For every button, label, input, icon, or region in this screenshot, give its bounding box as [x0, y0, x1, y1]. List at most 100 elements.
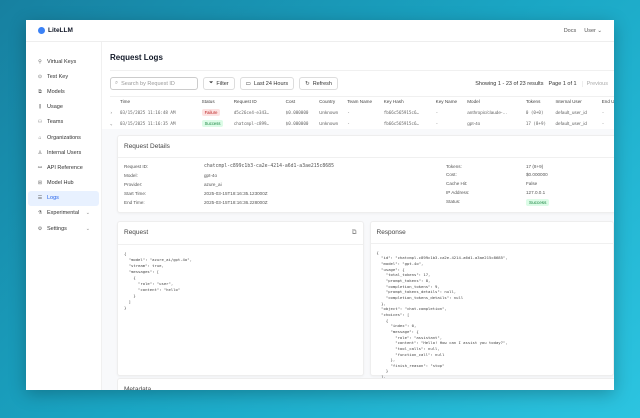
time-range-button[interactable]: ▭ Last 24 Hours — [239, 77, 295, 90]
chevron-down-icon[interactable]: ⌄ — [110, 120, 113, 126]
detail-value: 17 (8+9) — [526, 163, 544, 169]
sidebar-item-internal-users[interactable]: ♙ Internal Users — [37, 149, 82, 156]
detail-value: azure_ai — [204, 181, 222, 187]
column-header[interactable]: Country — [319, 96, 348, 107]
detail-value: Success — [526, 198, 550, 206]
detail-value: $0.000000 — [526, 172, 548, 178]
column-header[interactable]: Cost — [285, 96, 320, 107]
table-cell: 03/15/2025 11:16:48 AM — [120, 109, 176, 115]
response-card: Response { "id": "chatcmpl-c899c1b3-ca2e… — [369, 220, 614, 379]
table-row[interactable]: ⌄ 03/15/2025 11:16:35 AM Success chatcmpl-c… — [110, 118, 614, 129]
table-cell: $0.000000 — [285, 109, 309, 115]
sidebar-item-model-hub[interactable]: ⊞ Model Hub — [37, 180, 74, 187]
logo-icon — [38, 27, 45, 34]
table-cell: - — [347, 109, 350, 115]
column-header[interactable]: Key Name — [435, 96, 468, 107]
search-icon: ⌕ — [115, 80, 119, 86]
column-header[interactable]: Request ID — [233, 96, 286, 107]
sidebar-item-experimental[interactable]: ⚗ Experimental ⌄ — [37, 210, 90, 217]
response-body: { "id": "chatcmpl-c899c1b3-ca2e-4214-a6d… — [376, 249, 508, 380]
sidebar-item-api-reference[interactable]: ⚯ API Reference — [37, 164, 83, 171]
refresh-button[interactable]: ↻ Refresh — [299, 77, 338, 90]
search-input[interactable]: ⌕ Search by Request ID — [110, 77, 198, 90]
table-cell: 0 (0+0) — [525, 109, 544, 115]
filter-icon: ⏷ — [209, 80, 214, 86]
table-cell: d5c26ce4-e343… — [233, 109, 270, 115]
bank-icon: ⌂ — [38, 134, 42, 141]
sidebar: ⚲ Virtual Keys ⊙ Test Key ⧉ Models ⫼ Usage ⚇ Team… — [26, 42, 102, 390]
table-cell: chatcmpl-c899… — [233, 120, 270, 126]
column-header[interactable]: Tokens — [525, 96, 556, 107]
detail-label: End Time: — [124, 200, 145, 206]
refresh-icon: ↻ — [305, 80, 310, 87]
play-icon: ⊙ — [37, 73, 43, 80]
filter-button[interactable]: ⏷ Filter — [203, 77, 235, 90]
status-badge: Success — [201, 119, 224, 127]
user-icon: ♙ — [37, 149, 43, 156]
table-cell: Unknown — [319, 120, 339, 126]
toolbar: ⌕ Search by Request ID ⏷ Filter ▭ Last 24 H… — [110, 70, 614, 90]
detail-value: chatcmpl-c899c1b3-ca2e-4214-a6d1-a3ae215… — [204, 163, 334, 169]
chevron-down-icon: ⌄ — [85, 225, 90, 232]
table-cell: fb66c565915c6… — [383, 120, 419, 126]
table-cell: - — [435, 120, 439, 126]
column-header[interactable]: Internal User — [555, 96, 602, 107]
main-content: Request Logs ⌕ Search by Request ID ⏷ Filt… — [102, 42, 614, 390]
chevron-down-icon: ⌄ — [85, 210, 90, 217]
status-badge: Failure — [201, 108, 221, 116]
logs-table: Time Status Request ID Cost Country Team Name… — [110, 96, 614, 129]
calendar-icon: ▭ — [245, 80, 251, 87]
previous-button[interactable]: Previous — [581, 80, 614, 87]
table-cell: - — [601, 120, 605, 126]
page-title: Request Logs — [110, 53, 163, 62]
sidebar-item-test-key[interactable]: ⊙ Test Key — [37, 73, 69, 80]
chevron-right-icon[interactable]: › — [110, 109, 113, 115]
column-header[interactable]: Team Name — [347, 96, 384, 107]
table-cell: default_user_id — [555, 109, 587, 115]
table-cell: fb66c565915c6… — [383, 109, 419, 115]
sidebar-item-virtual-keys[interactable]: ⚲ Virtual Keys — [38, 58, 77, 65]
column-header[interactable]: End User — [601, 96, 614, 107]
logs-icon: ☰ — [37, 195, 43, 202]
table-cell: gpt-4o — [467, 120, 481, 126]
detail-label: Tokens: — [446, 163, 462, 169]
sidebar-item-usage[interactable]: ⫼ Usage — [38, 104, 63, 111]
cube-icon: ⧉ — [38, 88, 42, 95]
expanded-row: Request Details Request ID: chatcmpl-c899… — [102, 128, 614, 390]
top-bar: LiteLLM Docs User ⌄ — [26, 20, 614, 42]
sidebar-item-settings[interactable]: ⚙ Settings ⌄ — [37, 225, 90, 232]
column-header[interactable]: Status — [201, 96, 234, 107]
column-header[interactable]: Time — [120, 96, 202, 107]
api-icon: ⚯ — [37, 164, 43, 171]
copy-icon[interactable]: ⧉ — [351, 228, 357, 236]
flask-icon: ⚗ — [37, 210, 43, 217]
column-header[interactable]: Key Hash — [383, 96, 436, 107]
sidebar-item-organizations[interactable]: ⌂ Organizations — [38, 134, 81, 141]
sidebar-item-models[interactable]: ⧉ Models — [38, 88, 65, 95]
detail-value: False — [526, 181, 538, 187]
key-icon: ⚲ — [38, 58, 42, 65]
table-cell: $0.000000 — [285, 120, 309, 126]
logo[interactable]: LiteLLM — [38, 27, 73, 34]
sidebar-item-teams[interactable]: ⚇ Teams — [37, 119, 64, 126]
detail-value: 2025-03-15T18:16:35.123000Z — [204, 191, 268, 197]
request-body: { "model": "azure_ai/gpt-4o", "stream": … — [124, 250, 192, 311]
docs-link[interactable]: Docs — [563, 27, 577, 34]
request-card: Request ⧉ { "model": "azure_ai/gpt-4o", "… — [117, 220, 364, 376]
column-header[interactable]: Model — [467, 96, 526, 107]
grid-icon: ⊞ — [37, 180, 43, 187]
detail-label: Request ID: — [124, 163, 149, 169]
detail-value: 127.0.0.1 — [526, 189, 546, 195]
detail-label: IP Address: — [446, 189, 470, 195]
gear-icon: ⚙ — [37, 225, 43, 232]
detail-label: Cache Hit: — [446, 181, 468, 187]
sidebar-item-logs[interactable]: ☰ Logs — [28, 190, 99, 206]
detail-label: Cost: — [446, 172, 457, 178]
chart-icon: ⫼ — [38, 104, 42, 111]
detail-value: 2025-03-15T18:16:36.228000Z — [204, 200, 268, 206]
detail-value: gpt-4o — [204, 172, 218, 178]
user-menu[interactable]: User ⌄ — [584, 27, 602, 34]
table-cell: - — [347, 120, 350, 126]
table-row[interactable]: › 03/15/2025 11:16:48 AM Failure d5c26ce4-e… — [110, 107, 614, 118]
